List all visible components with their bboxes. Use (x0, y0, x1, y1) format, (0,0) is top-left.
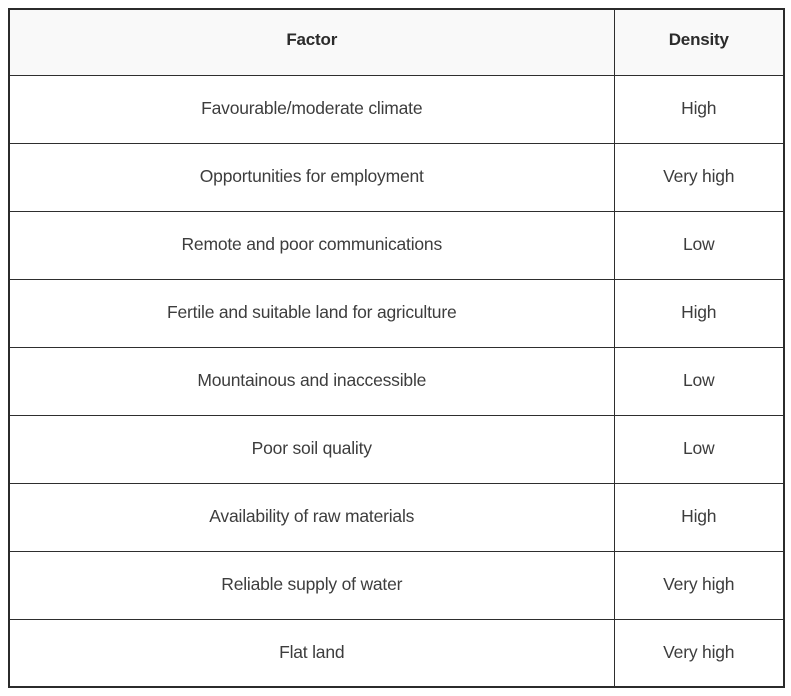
density-cell: Very high (613, 618, 785, 688)
factor-cell: Mountainous and inaccessible (8, 346, 615, 416)
header-row: Factor Density (8, 8, 785, 76)
factor-cell: Fertile and suitable land for agricultur… (8, 278, 615, 348)
density-cell: High (613, 482, 785, 552)
factor-density-table: Factor Density Favourable/moderate clima… (8, 8, 785, 688)
table-row: Flat land Very high (8, 618, 785, 688)
density-cell: Very high (613, 142, 785, 212)
factor-cell: Favourable/moderate climate (8, 74, 615, 144)
density-cell: Low (613, 346, 785, 416)
table-body: Favourable/moderate climate High Opportu… (8, 74, 785, 688)
density-cell: Very high (613, 550, 785, 620)
table-row: Reliable supply of water Very high (8, 550, 785, 620)
table-row: Poor soil quality Low (8, 414, 785, 484)
factor-cell: Reliable supply of water (8, 550, 615, 620)
table-row: Remote and poor communications Low (8, 210, 785, 280)
column-header-density: Density (613, 8, 785, 76)
factor-cell: Availability of raw materials (8, 482, 615, 552)
table-header: Factor Density (8, 8, 785, 76)
column-header-factor: Factor (8, 8, 615, 76)
factor-cell: Opportunities for employment (8, 142, 615, 212)
factor-cell: Poor soil quality (8, 414, 615, 484)
density-cell: High (613, 74, 785, 144)
factor-cell: Remote and poor communications (8, 210, 615, 280)
density-cell: Low (613, 210, 785, 280)
table-row: Fertile and suitable land for agricultur… (8, 278, 785, 348)
factor-cell: Flat land (8, 618, 615, 688)
table-row: Availability of raw materials High (8, 482, 785, 552)
density-cell: Low (613, 414, 785, 484)
table-row: Favourable/moderate climate High (8, 74, 785, 144)
table-row: Mountainous and inaccessible Low (8, 346, 785, 416)
table-row: Opportunities for employment Very high (8, 142, 785, 212)
density-cell: High (613, 278, 785, 348)
